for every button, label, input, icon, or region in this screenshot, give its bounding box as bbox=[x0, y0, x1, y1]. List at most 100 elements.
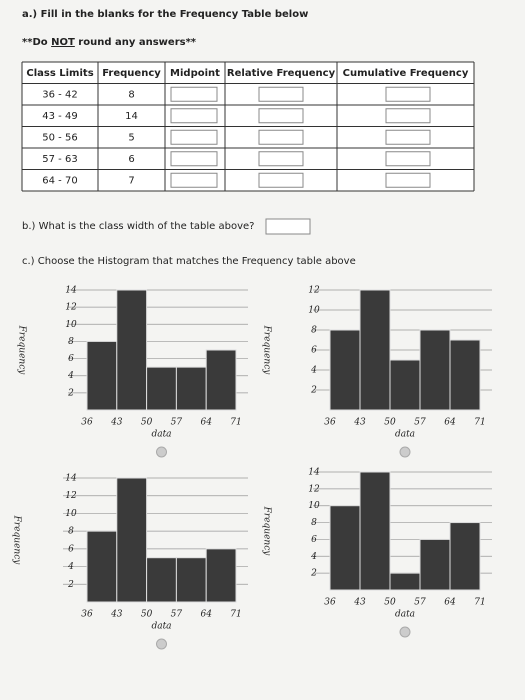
x-tick-label: 64 bbox=[200, 610, 212, 620]
y-tick-label: 8 bbox=[68, 527, 74, 537]
answer-box[interactable] bbox=[170, 151, 218, 167]
y-tick-label: 4 bbox=[67, 562, 74, 572]
x-tick-label: 43 bbox=[353, 598, 366, 608]
frequency-cell: 7 bbox=[128, 175, 134, 186]
histogram-bar bbox=[419, 329, 451, 411]
histogram-bar bbox=[86, 340, 118, 411]
y-tick-label: 10 bbox=[308, 501, 320, 511]
x-tick-label: 43 bbox=[110, 418, 123, 428]
y-tick-label: 10 bbox=[308, 306, 320, 316]
y-tick-label: 10 bbox=[65, 509, 77, 519]
histogram-bar bbox=[389, 359, 421, 411]
answer-box[interactable] bbox=[385, 86, 431, 102]
histogram-bar bbox=[175, 557, 207, 603]
y-tick-label: 2 bbox=[67, 580, 74, 590]
part-a-title: a.) Fill in the blanks for the Frequency… bbox=[22, 9, 308, 20]
y-tick-label: 12 bbox=[308, 484, 320, 494]
x-axis-label: data bbox=[395, 610, 415, 620]
column-header: Relative Frequency bbox=[227, 68, 336, 79]
class-limits-cell: 64 - 70 bbox=[42, 175, 77, 186]
x-tick-label: 43 bbox=[353, 418, 366, 428]
x-tick-label: 71 bbox=[474, 598, 485, 608]
answer-box[interactable] bbox=[265, 218, 311, 235]
y-tick-label: 6 bbox=[311, 535, 317, 545]
column-header: Midpoint bbox=[170, 68, 220, 79]
answer-box[interactable] bbox=[258, 172, 304, 188]
x-tick-label: 71 bbox=[230, 418, 241, 428]
radio-button[interactable] bbox=[399, 626, 411, 638]
y-tick-label: 14 bbox=[65, 286, 77, 296]
instruction-prefix: **Do bbox=[22, 37, 51, 48]
instruction-suffix: round any answers** bbox=[75, 37, 197, 48]
answer-box[interactable] bbox=[170, 129, 218, 145]
histogram-bar bbox=[146, 557, 177, 603]
radio-button[interactable] bbox=[156, 638, 167, 650]
histogram-bar bbox=[449, 522, 481, 591]
histogram-bar bbox=[449, 339, 481, 411]
y-tick-label: 8 bbox=[68, 337, 74, 347]
y-tick-label: 4 bbox=[310, 366, 317, 376]
x-tick-label: 64 bbox=[444, 598, 456, 608]
answer-box[interactable] bbox=[258, 129, 304, 145]
x-tick-label: 57 bbox=[414, 418, 426, 428]
answer-box[interactable] bbox=[385, 151, 431, 167]
answer-box[interactable] bbox=[258, 86, 304, 102]
y-tick-label: 6 bbox=[68, 544, 74, 554]
answer-box[interactable] bbox=[385, 172, 431, 188]
y-tick-label: 12 bbox=[65, 303, 77, 313]
histogram-bar bbox=[329, 329, 361, 411]
y-tick-label: 4 bbox=[67, 371, 74, 381]
answer-box[interactable] bbox=[385, 129, 431, 145]
y-axis-label: Frequency bbox=[262, 506, 272, 557]
x-tick-label: 57 bbox=[414, 598, 426, 608]
answer-box[interactable] bbox=[385, 108, 431, 124]
y-tick-label: 8 bbox=[311, 518, 317, 528]
histogram-bar bbox=[205, 349, 237, 411]
histogram-bar bbox=[86, 530, 118, 603]
y-axis-label: Frequency bbox=[262, 325, 272, 376]
x-tick-label: 64 bbox=[200, 418, 212, 428]
x-axis-label: data bbox=[151, 430, 171, 440]
x-axis-label: data bbox=[395, 430, 415, 440]
x-tick-label: 57 bbox=[171, 610, 183, 620]
histogram-bar bbox=[175, 366, 207, 411]
part-c-question: c.) Choose the Histogram that matches th… bbox=[22, 256, 356, 267]
instruction: **Do NOT round any answers** bbox=[22, 37, 197, 48]
x-tick-label: 71 bbox=[474, 418, 485, 428]
column-header: Frequency bbox=[102, 68, 161, 79]
y-tick-label: 14 bbox=[65, 474, 77, 484]
y-tick-label: 12 bbox=[65, 491, 77, 501]
x-tick-label: 50 bbox=[141, 610, 153, 620]
y-tick-label: 4 bbox=[310, 552, 317, 562]
answer-box[interactable] bbox=[170, 172, 218, 188]
column-header: Cumulative Frequency bbox=[343, 68, 469, 79]
histogram-bar bbox=[359, 289, 391, 411]
radio-button[interactable] bbox=[399, 446, 411, 458]
class-limits-cell: 57 - 63 bbox=[42, 154, 77, 165]
x-tick-label: 50 bbox=[141, 418, 153, 428]
histogram-bar bbox=[116, 289, 148, 411]
answer-box[interactable] bbox=[258, 151, 304, 167]
answer-box[interactable] bbox=[258, 108, 304, 124]
answer-box[interactable] bbox=[170, 86, 218, 102]
x-tick-label: 71 bbox=[230, 610, 241, 620]
frequency-cell: 5 bbox=[128, 132, 134, 143]
frequency-cell: 8 bbox=[128, 89, 134, 100]
histogram-bar bbox=[116, 477, 148, 603]
y-tick-label: 14 bbox=[308, 468, 320, 478]
answer-box[interactable] bbox=[170, 108, 218, 124]
y-tick-label: 10 bbox=[65, 320, 77, 330]
y-axis-label: Frequency bbox=[12, 515, 22, 566]
y-axis-label: Frequency bbox=[17, 325, 27, 376]
class-limits-cell: 43 - 49 bbox=[42, 111, 77, 122]
class-limits-cell: 36 - 42 bbox=[42, 89, 77, 100]
histogram-bar bbox=[419, 538, 451, 591]
y-tick-label: 2 bbox=[67, 388, 74, 398]
y-tick-label: 8 bbox=[311, 326, 317, 336]
histogram-bar bbox=[359, 471, 391, 591]
part-b-question: b.) What is the class width of the table… bbox=[22, 221, 254, 232]
radio-button[interactable] bbox=[156, 446, 167, 458]
histogram-bar bbox=[329, 505, 361, 591]
x-tick-label: 36 bbox=[324, 598, 336, 608]
